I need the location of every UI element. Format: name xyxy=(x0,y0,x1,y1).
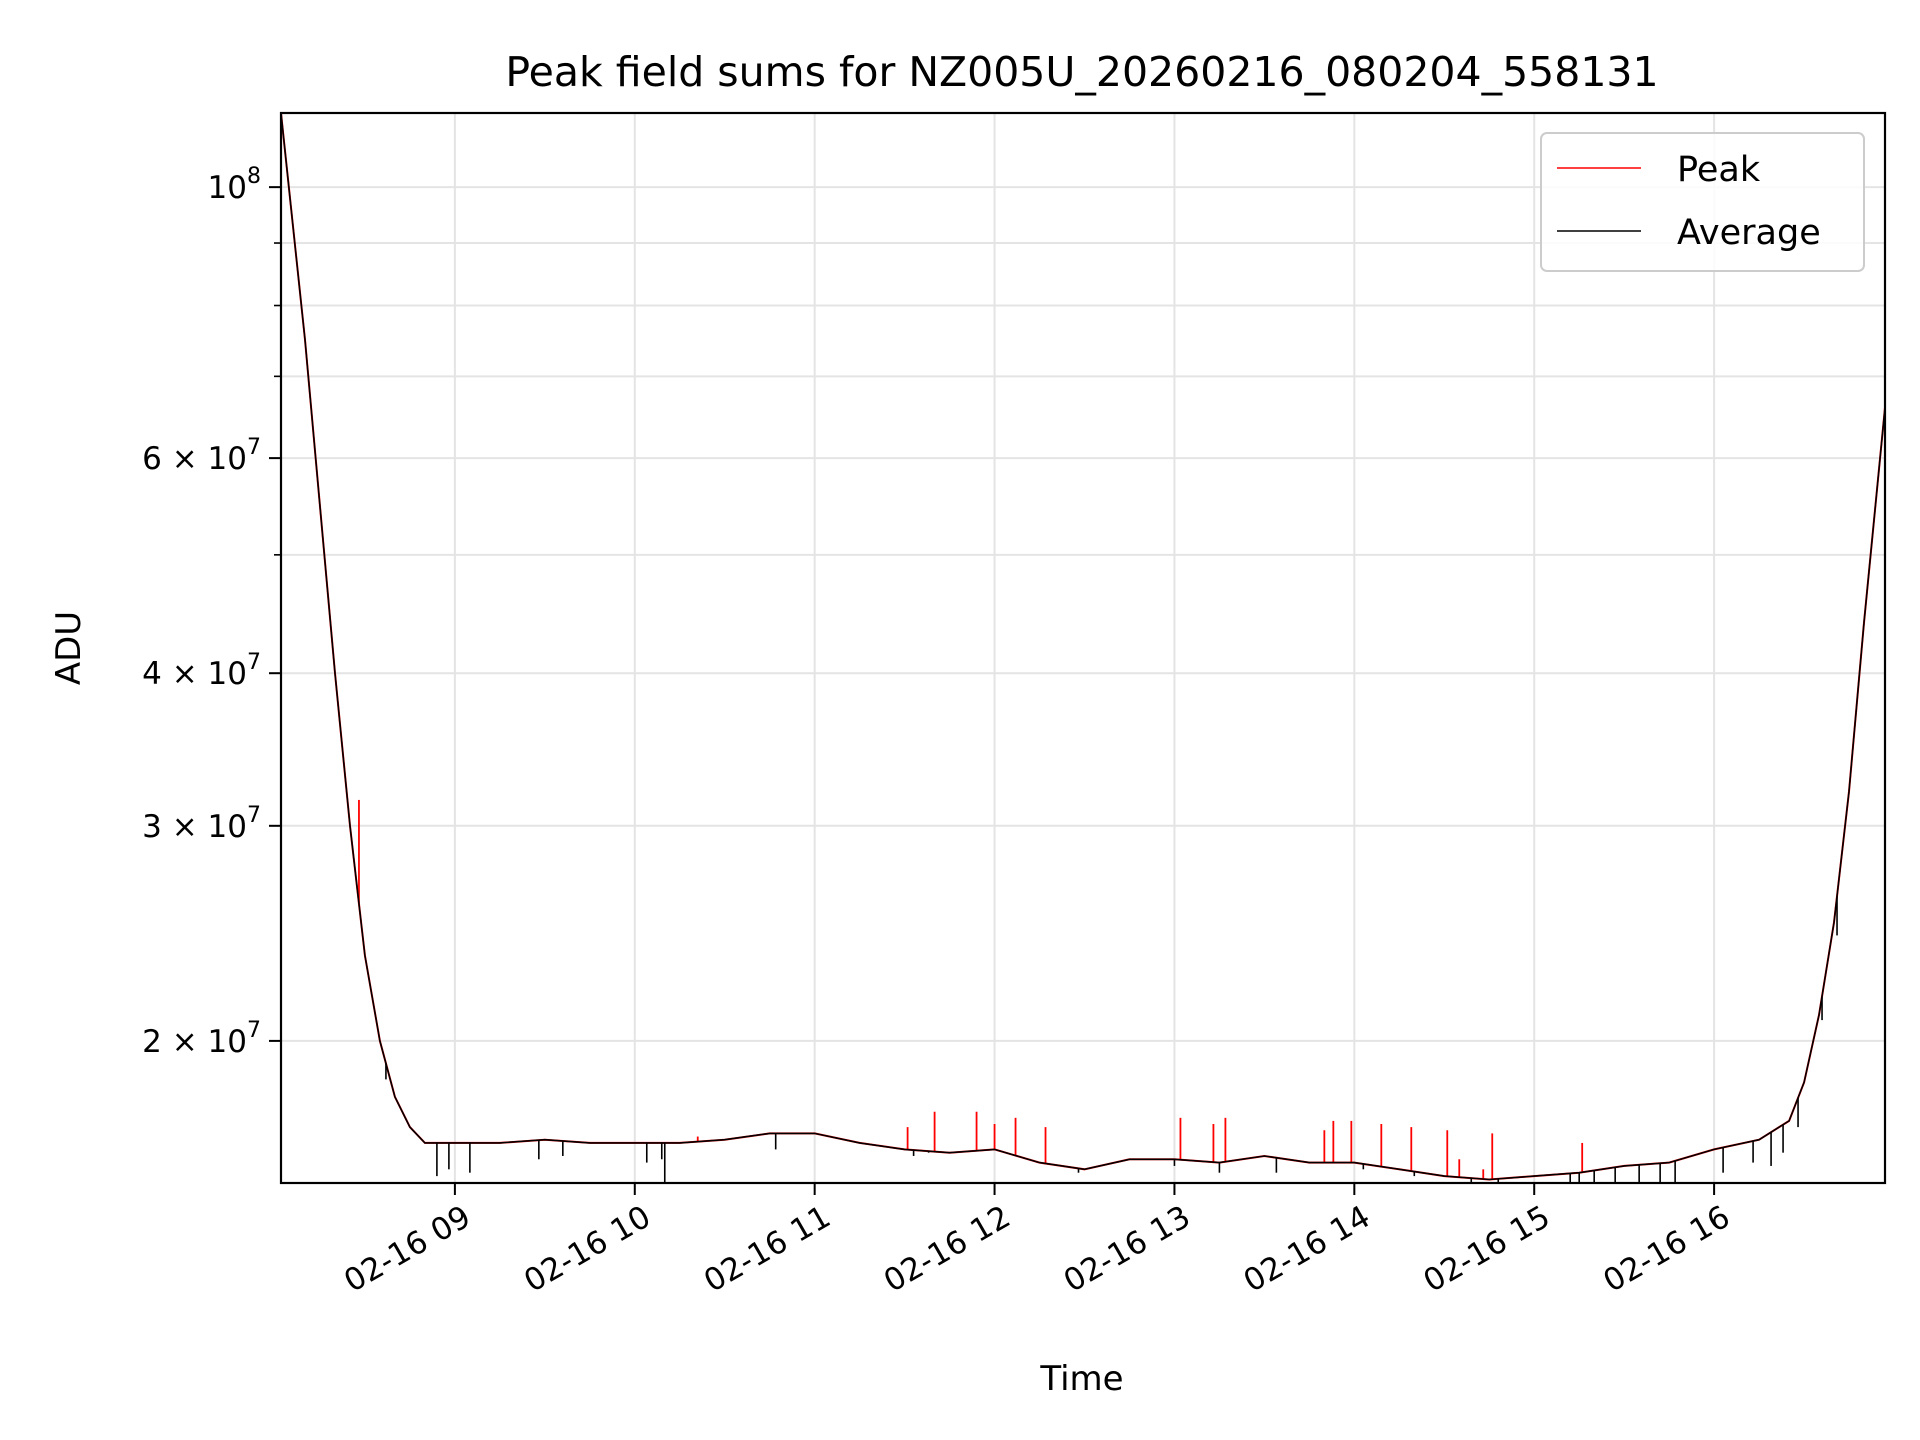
x-axis-label: Time xyxy=(1039,1359,1123,1399)
y-tick-label: 2 × 107 xyxy=(142,1018,261,1060)
legend-label-average: Average xyxy=(1677,213,1821,253)
y-tick-label-base: 10 xyxy=(208,170,247,206)
y-tick-label-base: 4 × 10 xyxy=(142,656,247,692)
legend-label-peak: Peak xyxy=(1677,150,1761,190)
y-tick-label-exponent: 7 xyxy=(247,803,261,828)
y-tick-label-exponent: 7 xyxy=(247,1018,261,1043)
y-axis-label: ADU xyxy=(49,611,89,685)
y-tick-label-exponent: 7 xyxy=(247,650,261,675)
y-tick-label: 108 xyxy=(208,164,261,206)
grid xyxy=(281,113,1885,1183)
legend: Peak Average xyxy=(1540,132,1865,272)
y-tick-label-base: 3 × 10 xyxy=(142,809,247,845)
y-tick-label-base: 6 × 10 xyxy=(142,441,247,477)
y-tick-label: 3 × 107 xyxy=(142,803,261,845)
series-line-average xyxy=(281,113,1885,1181)
chart-title: Peak field sums for NZ005U_20260216_0802… xyxy=(505,48,1658,96)
plot-frame xyxy=(279,111,1887,1185)
series-layer xyxy=(281,113,1885,1183)
y-tick-label: 4 × 107 xyxy=(142,650,261,692)
y-tick-label-exponent: 7 xyxy=(247,435,261,460)
y-tick-label: 6 × 107 xyxy=(142,435,261,477)
y-tick-label-exponent: 8 xyxy=(247,164,261,189)
y-tick-label-base: 2 × 10 xyxy=(142,1024,247,1060)
